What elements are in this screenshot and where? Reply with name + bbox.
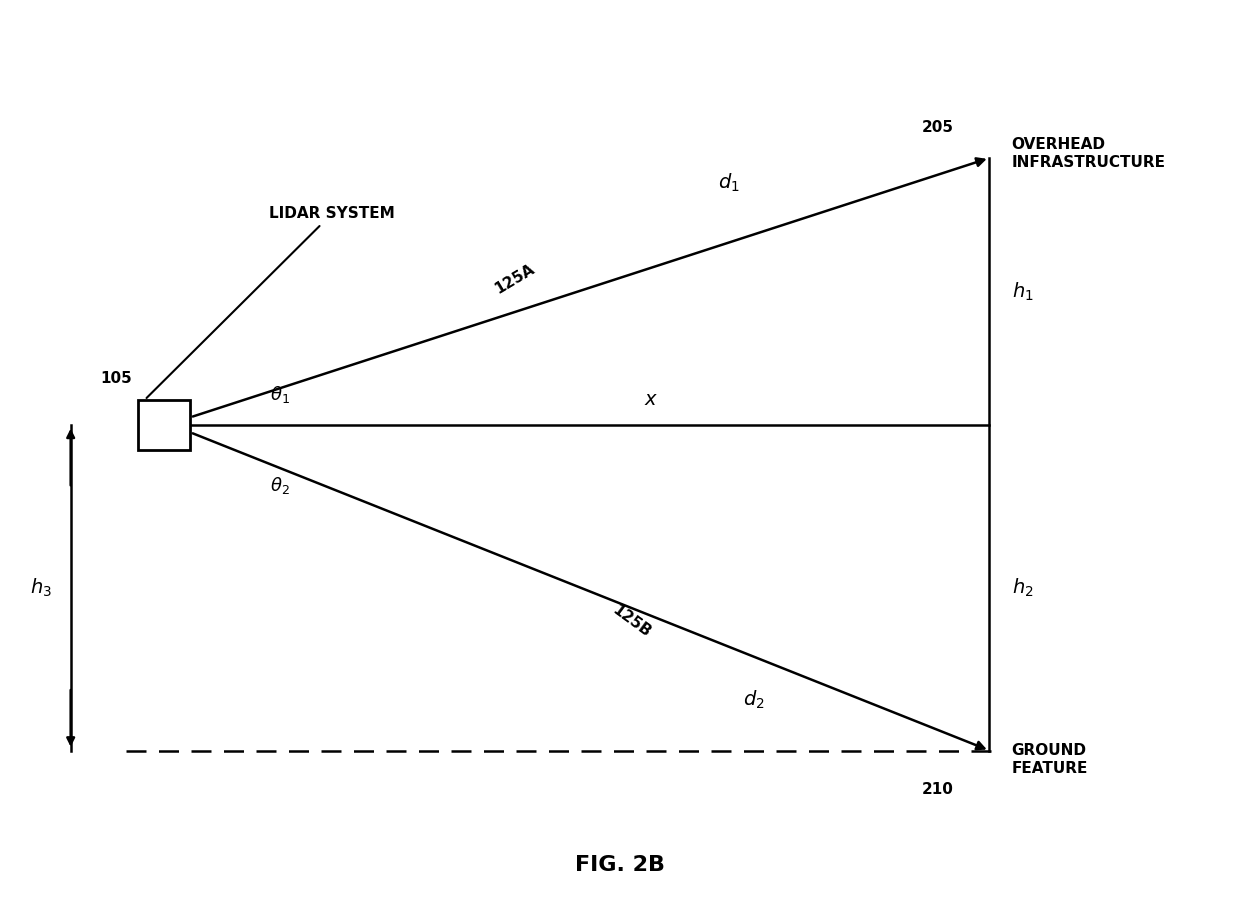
Text: LIDAR SYSTEM: LIDAR SYSTEM [146, 206, 394, 398]
Bar [139, 400, 190, 450]
Text: 125A: 125A [492, 261, 537, 296]
Text: $h_3$: $h_3$ [30, 576, 52, 599]
Text: 125B: 125B [609, 603, 653, 640]
Text: $x$: $x$ [645, 390, 658, 408]
Text: $d_2$: $d_2$ [743, 688, 764, 711]
Text: $\theta_1$: $\theta_1$ [270, 384, 290, 405]
Text: FIG. 2B: FIG. 2B [575, 855, 665, 876]
Text: 205: 205 [921, 121, 954, 135]
Text: 105: 105 [100, 372, 133, 386]
Text: $\theta_2$: $\theta_2$ [270, 475, 290, 496]
Text: $d_1$: $d_1$ [718, 173, 739, 194]
Text: GROUND
FEATURE: GROUND FEATURE [1012, 743, 1087, 776]
Text: $h_1$: $h_1$ [1012, 280, 1033, 302]
Text: 210: 210 [921, 782, 954, 797]
Text: OVERHEAD
INFRASTRUCTURE: OVERHEAD INFRASTRUCTURE [1012, 137, 1166, 170]
Text: $h_2$: $h_2$ [1012, 576, 1033, 599]
